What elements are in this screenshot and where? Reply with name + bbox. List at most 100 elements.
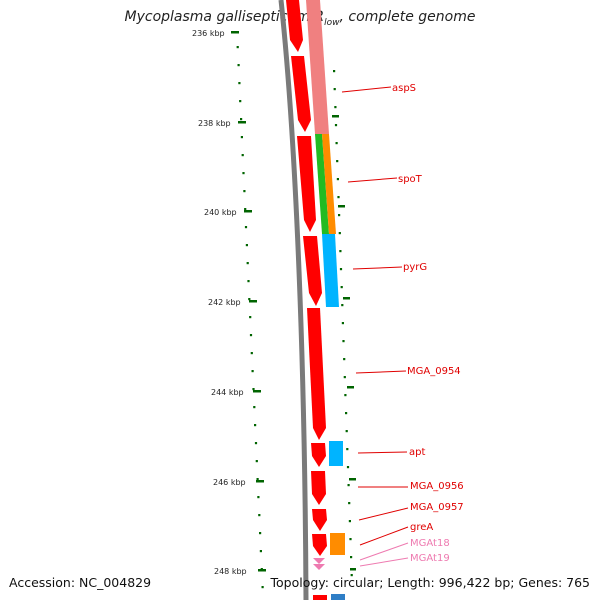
minor-tick xyxy=(345,430,348,433)
gene-label-apt: apt xyxy=(409,447,425,458)
tick-label: 242 kbp xyxy=(208,298,241,307)
tick-label: 238 kbp xyxy=(198,119,231,128)
leader-line xyxy=(352,266,403,270)
minor-tick xyxy=(338,214,341,217)
trna-marker xyxy=(313,564,325,570)
minor-tick xyxy=(240,118,243,121)
major-tick xyxy=(256,480,264,483)
leader-line xyxy=(355,370,407,374)
minor-tick xyxy=(239,100,242,103)
outer-track-ticks xyxy=(332,115,356,571)
minor-ticks xyxy=(236,46,353,589)
gene-label-MGA_0956: MGA_0956 xyxy=(410,481,464,492)
minor-tick xyxy=(345,412,348,415)
minor-tick xyxy=(334,106,337,109)
minor-tick xyxy=(342,340,345,343)
minor-tick xyxy=(245,244,248,247)
major-tick xyxy=(244,210,252,213)
gene-labels: aspS spoT pyrG MGA_0954 apt MGA_0956 MGA… xyxy=(341,83,464,567)
gene-label-pyrG: pyrG xyxy=(403,262,427,273)
minor-tick xyxy=(344,394,347,397)
gene-label-MGA_0954: MGA_0954 xyxy=(407,366,461,377)
minor-tick xyxy=(343,376,346,379)
minor-tick xyxy=(259,550,262,553)
leader-line xyxy=(359,557,409,567)
major-tick xyxy=(249,300,257,303)
tick-label: 248 kbp xyxy=(214,567,247,576)
minor-tick xyxy=(246,262,249,265)
leader-line xyxy=(359,526,409,546)
minor-tick xyxy=(236,46,239,49)
leader-line xyxy=(359,542,409,561)
gene-label-MGA_0957: MGA_0957 xyxy=(410,502,464,513)
spoT-block-orange xyxy=(322,134,336,234)
minor-tick xyxy=(254,424,257,427)
minor-tick xyxy=(338,232,341,235)
minor-tick xyxy=(350,574,353,577)
minor-tick xyxy=(253,406,256,409)
minor-tick xyxy=(242,172,245,175)
major-tick xyxy=(231,31,239,34)
minor-tick xyxy=(255,460,258,463)
title-strain-sub: low xyxy=(324,17,340,28)
trna-marker xyxy=(313,558,325,564)
minor-tick xyxy=(243,190,246,193)
minor-tick xyxy=(259,532,262,535)
greA-block xyxy=(330,533,345,555)
minor-tick xyxy=(333,88,336,91)
cds-arrow xyxy=(312,509,327,531)
cds-arrow xyxy=(291,56,311,132)
minor-tick xyxy=(346,448,349,451)
topology-text: Topology: circular; Length: 996,422 bp; … xyxy=(270,575,591,590)
minor-tick xyxy=(350,556,353,559)
minor-tick xyxy=(238,82,241,85)
leader-line xyxy=(357,451,408,454)
apt-block xyxy=(329,441,343,466)
cds-arrow xyxy=(313,595,327,600)
cds-arrow xyxy=(311,443,326,467)
accession-text: Accession: NC_004829 xyxy=(9,575,152,590)
minor-tick xyxy=(340,286,343,289)
major-tick xyxy=(253,390,261,393)
tick-label: 240 kbp xyxy=(204,208,237,217)
minor-tick xyxy=(343,358,346,361)
tick-label: 246 kbp xyxy=(213,478,246,487)
minor-tick xyxy=(336,178,339,181)
cds-arrow xyxy=(307,308,326,440)
minor-tick xyxy=(261,586,264,589)
minor-tick xyxy=(341,322,344,325)
cds-arrow xyxy=(312,534,327,556)
minor-tick xyxy=(333,70,336,73)
minor-tick xyxy=(257,496,260,499)
minor-tick xyxy=(237,64,240,67)
bottom-cyan-block xyxy=(331,594,345,600)
minor-tick xyxy=(240,136,243,139)
minor-tick xyxy=(247,280,250,283)
minor-tick xyxy=(336,160,339,163)
tick-label: 236 kbp xyxy=(192,29,225,38)
minor-tick xyxy=(349,538,352,541)
cds-arrow xyxy=(303,236,322,306)
minor-tick xyxy=(334,124,338,127)
major-tick xyxy=(258,569,266,572)
genome-backbone xyxy=(278,0,309,600)
minor-tick xyxy=(250,352,253,355)
minor-tick xyxy=(337,196,340,199)
gene-label-MGAt18: MGAt18 xyxy=(410,538,450,549)
minor-tick xyxy=(335,142,338,145)
minor-tick xyxy=(254,442,258,445)
gene-label-aspS: aspS xyxy=(392,83,416,94)
scale-ticks: 236 kbp 238 kbp 240 kbp 242 kbp 244 kbp … xyxy=(192,29,266,576)
cds-arrow xyxy=(311,471,326,505)
minor-tick xyxy=(339,268,343,271)
title-organism: Mycoplasma gallisepticum R xyxy=(124,9,325,25)
minor-tick xyxy=(244,208,247,211)
title-rest: , complete genome xyxy=(339,9,476,25)
leader-line xyxy=(358,507,409,521)
minor-tick xyxy=(249,334,253,337)
tick-label: 244 kbp xyxy=(211,388,244,397)
minor-tick xyxy=(248,298,251,301)
major-tick xyxy=(238,121,246,124)
minor-tick xyxy=(258,514,261,517)
